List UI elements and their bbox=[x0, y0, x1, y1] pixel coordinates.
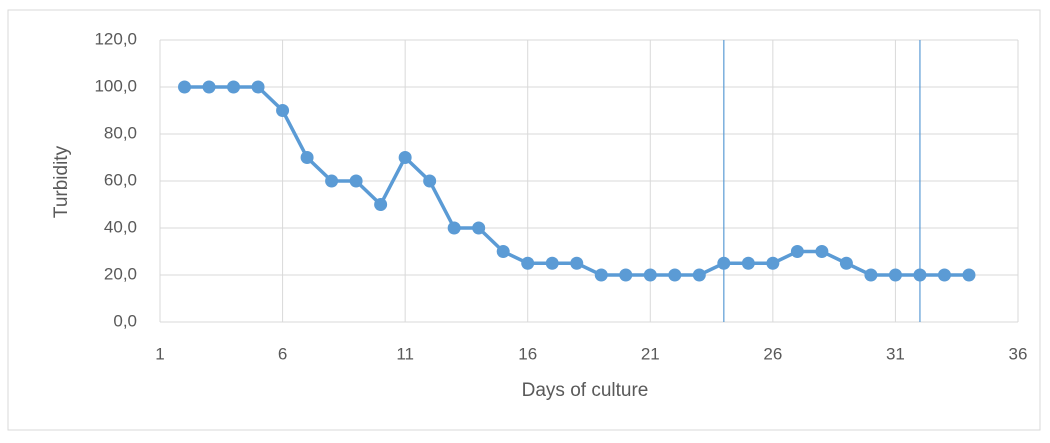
x-tick-label: 31 bbox=[886, 344, 905, 363]
data-point bbox=[521, 256, 535, 270]
data-point bbox=[202, 80, 216, 94]
data-point bbox=[766, 256, 780, 270]
data-point bbox=[227, 80, 241, 94]
data-point bbox=[325, 174, 339, 188]
x-tick-label: 1 bbox=[155, 344, 164, 363]
x-axis-label: Days of culture bbox=[522, 380, 649, 401]
y-tick-label: 60,0 bbox=[104, 170, 137, 189]
data-point bbox=[888, 268, 902, 282]
x-tick-label: 16 bbox=[518, 344, 537, 363]
y-tick-label: 100,0 bbox=[94, 76, 137, 95]
y-tick-label: 40,0 bbox=[104, 217, 137, 236]
data-point bbox=[276, 104, 290, 117]
data-point bbox=[962, 268, 976, 282]
y-tick-label: 80,0 bbox=[104, 123, 137, 142]
data-point bbox=[594, 268, 608, 282]
x-tick-label: 26 bbox=[763, 344, 782, 363]
data-point bbox=[496, 245, 510, 258]
data-point bbox=[300, 151, 314, 164]
data-point bbox=[668, 268, 682, 282]
data-point bbox=[717, 256, 731, 270]
y-tick-label: 0,0 bbox=[113, 311, 137, 330]
y-tick-label: 120,0 bbox=[94, 29, 137, 48]
data-point bbox=[349, 174, 363, 188]
x-tick-label: 6 bbox=[278, 344, 287, 363]
data-point bbox=[864, 268, 878, 282]
data-point bbox=[692, 268, 706, 282]
data-point bbox=[178, 80, 192, 94]
data-point bbox=[472, 221, 486, 235]
data-point bbox=[913, 268, 927, 282]
data-point bbox=[643, 268, 657, 282]
data-point bbox=[839, 256, 853, 270]
data-point bbox=[790, 245, 804, 258]
data-point bbox=[619, 268, 633, 282]
x-tick-label: 11 bbox=[396, 344, 414, 363]
x-tick-label: 36 bbox=[1009, 344, 1028, 363]
data-point bbox=[937, 268, 951, 282]
chart-border bbox=[7, 9, 1041, 431]
data-point bbox=[815, 245, 829, 258]
data-point bbox=[545, 256, 559, 270]
y-axis-label: Turbidity bbox=[51, 145, 72, 218]
data-point bbox=[570, 256, 584, 270]
data-point bbox=[398, 151, 412, 164]
x-tick-label: 21 bbox=[641, 344, 660, 363]
data-point bbox=[374, 198, 388, 211]
data-point bbox=[447, 221, 461, 235]
y-tick-label: 20,0 bbox=[104, 264, 137, 283]
data-point bbox=[423, 174, 437, 188]
data-point bbox=[741, 256, 755, 270]
data-point bbox=[251, 80, 265, 94]
